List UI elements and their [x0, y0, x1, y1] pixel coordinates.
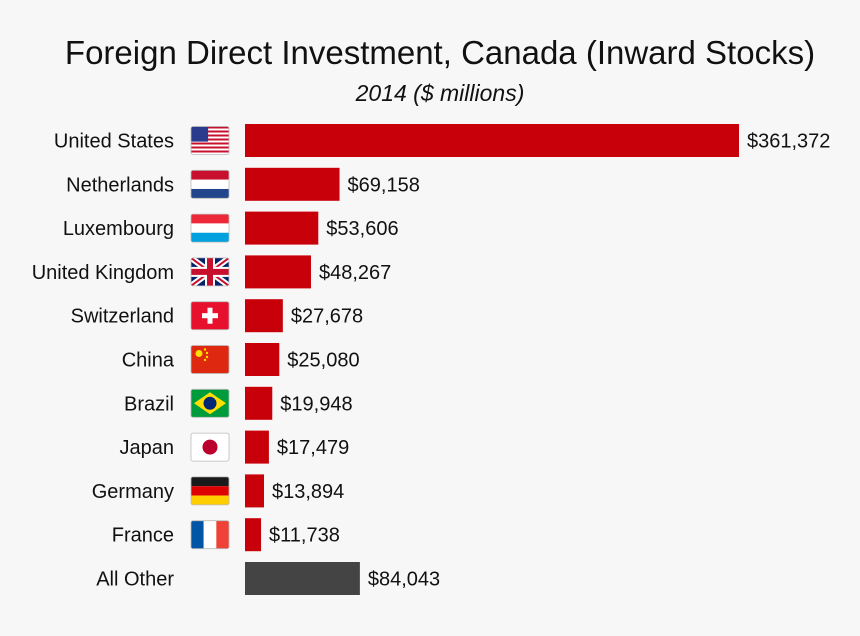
chart-title: Foreign Direct Investment, Canada (Inwar… — [64, 34, 816, 71]
value-label: $53,606 — [326, 218, 398, 240]
value-label: $11,738 — [269, 525, 340, 547]
bar — [245, 211, 319, 245]
bar-row-united-states: United States $361,372 — [54, 124, 830, 157]
category-label: United Kingdom — [32, 262, 174, 284]
uk-flag-icon — [190, 257, 230, 287]
bar-row-luxembourg: Luxembourg $53,606 — [63, 211, 399, 245]
france-flag-icon — [190, 520, 230, 550]
bar — [245, 562, 360, 595]
bar-row-france: France $11,738 — [112, 518, 340, 552]
value-label: $361,372 — [747, 131, 830, 153]
category-label: Luxembourg — [63, 218, 174, 240]
bar-row-brazil: Brazil $19,948 — [124, 386, 353, 420]
bar-row-china: China $25,080 — [122, 343, 360, 376]
bar-row-switzerland: Switzerland $27,678 — [71, 299, 363, 333]
bar-row-united-kingdom: United Kingdom $48,267 — [32, 255, 391, 289]
category-label: Switzerland — [71, 306, 174, 328]
bar — [245, 299, 283, 333]
value-label: $25,080 — [287, 350, 359, 372]
china-flag-icon — [190, 345, 230, 374]
category-label: Japan — [120, 437, 175, 459]
bar — [245, 430, 269, 464]
category-label: United States — [54, 131, 174, 153]
bar — [245, 386, 273, 420]
value-label: $48,267 — [319, 262, 391, 284]
chart-subtitle: 2014 ($ millions) — [355, 80, 525, 106]
category-label: Netherlands — [66, 174, 174, 196]
bar — [245, 167, 340, 201]
value-label: $17,479 — [277, 437, 349, 459]
netherlands-flag-icon — [190, 169, 230, 199]
switzerland-flag-icon — [190, 301, 230, 331]
value-label: $69,158 — [348, 174, 420, 196]
bar-row-japan: Japan $17,479 — [120, 430, 349, 464]
value-label: $13,894 — [272, 481, 344, 503]
value-label: $19,948 — [280, 393, 352, 415]
bar — [245, 474, 264, 508]
bar-row-netherlands: Netherlands $69,158 — [66, 167, 420, 201]
us-flag-icon — [190, 126, 230, 155]
bar — [245, 124, 739, 157]
bar — [245, 518, 262, 552]
bar-row-all-other: All Other $84,043 — [96, 562, 440, 595]
bar — [245, 255, 311, 289]
value-label: $27,678 — [291, 306, 363, 328]
luxembourg-flag-icon — [190, 213, 230, 243]
value-label: $84,043 — [368, 569, 440, 591]
category-label: France — [112, 525, 174, 547]
brazil-flag-icon — [190, 388, 230, 418]
category-label: Germany — [92, 481, 174, 503]
bar-row-germany: Germany $13,894 — [92, 474, 344, 508]
category-label: China — [122, 350, 175, 372]
category-label: All Other — [96, 569, 174, 591]
bar — [245, 343, 280, 376]
germany-flag-icon — [190, 476, 230, 506]
japan-flag-icon — [190, 432, 230, 462]
category-label: Brazil — [124, 393, 174, 415]
